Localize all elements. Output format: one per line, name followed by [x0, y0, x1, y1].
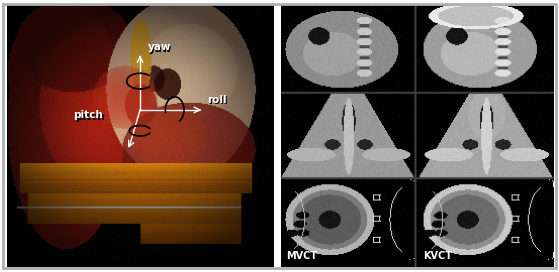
- Text: yaw: yaw: [149, 44, 173, 54]
- Text: roll: roll: [208, 96, 228, 106]
- Text: yaw: yaw: [148, 42, 172, 52]
- Text: pitch: pitch: [73, 110, 103, 120]
- Text: KVCT: KVCT: [423, 251, 452, 261]
- Text: pitch: pitch: [75, 112, 105, 122]
- Text: roll: roll: [207, 95, 226, 105]
- Text: MVCT: MVCT: [287, 251, 318, 261]
